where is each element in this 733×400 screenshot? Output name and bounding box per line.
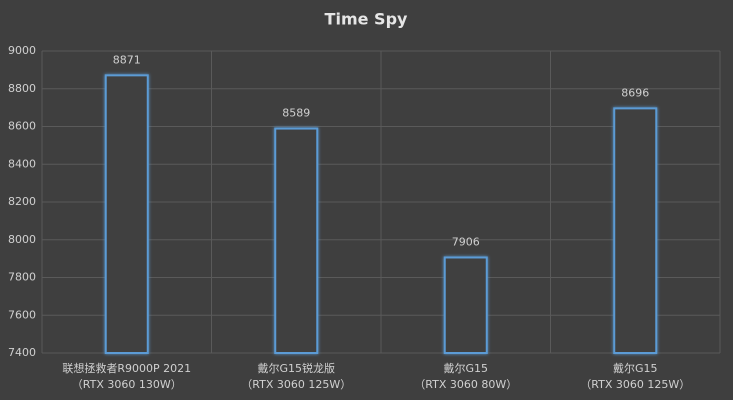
- y-tick-label: 8200: [8, 195, 36, 208]
- bar: [104, 74, 149, 354]
- y-tick-label: 8400: [8, 157, 36, 170]
- x-tick-label: （RTX 3060 80W）: [414, 378, 517, 391]
- x-tick-label: （RTX 3060 125W）: [580, 378, 690, 391]
- x-tick-label: 联想拯救者R9000P 2021: [62, 361, 191, 375]
- bar: [443, 256, 488, 354]
- y-tick-label: 7400: [8, 346, 36, 359]
- value-label: 8871: [113, 53, 141, 66]
- bar: [613, 107, 658, 354]
- bar: [274, 127, 319, 354]
- y-tick-label: 8800: [8, 82, 36, 95]
- y-tick-label: 9000: [8, 44, 36, 57]
- value-label: 8589: [282, 107, 310, 120]
- x-tick-label: （RTX 3060 125W）: [241, 378, 351, 391]
- x-tick-label: 戴尔G15: [613, 361, 658, 375]
- x-tick-label: （RTX 3060 130W）: [72, 378, 182, 391]
- value-label: 8696: [621, 86, 649, 99]
- y-tick-label: 7600: [8, 308, 36, 321]
- y-tick-label: 8600: [8, 120, 36, 133]
- x-tick-label: 戴尔G15: [443, 361, 488, 375]
- x-tick-label: 戴尔G15锐龙版: [257, 361, 335, 375]
- y-tick-label: 7800: [8, 271, 36, 284]
- chart-title: Time Spy: [325, 10, 408, 29]
- y-tick-label: 8000: [8, 233, 36, 246]
- value-label: 7906: [452, 235, 480, 248]
